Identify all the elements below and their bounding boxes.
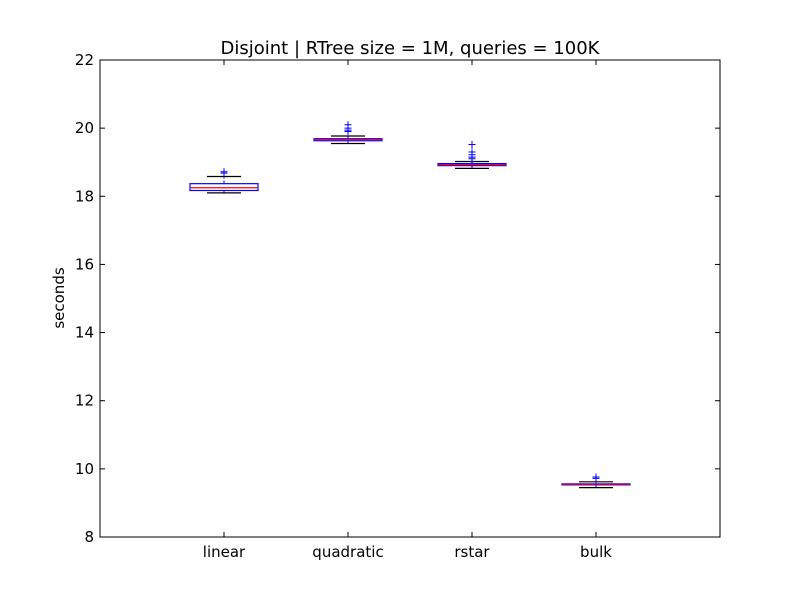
y-tick-label: 22 [75,51,94,69]
y-tick-label: 14 [75,324,94,342]
x-tick-label: linear [203,543,246,561]
x-tick-label: rstar [454,543,490,561]
x-tick-label: bulk [580,543,612,561]
y-tick-label: 18 [75,187,94,205]
chart-title: Disjoint | RTree size = 1M, queries = 10… [221,38,601,59]
flier-point [468,140,476,148]
flier-point [220,168,228,176]
box-iqr [189,183,259,192]
flier-point [344,121,352,129]
y-tick-label: 12 [75,392,94,410]
y-tick-label: 20 [75,119,94,137]
y-tick-label: 16 [75,255,94,273]
plot-frame [99,59,721,538]
flier-point [592,473,600,481]
y-tick-label: 10 [75,460,94,478]
x-tick-label: quadratic [312,543,383,561]
plot-area: 8 10 12 14 16 18 20 22 linear quadratic rstar bulk [75,51,720,561]
y-tick-label: 8 [84,528,94,546]
y-axis-label: seconds [50,267,68,328]
flier-point [468,148,476,156]
